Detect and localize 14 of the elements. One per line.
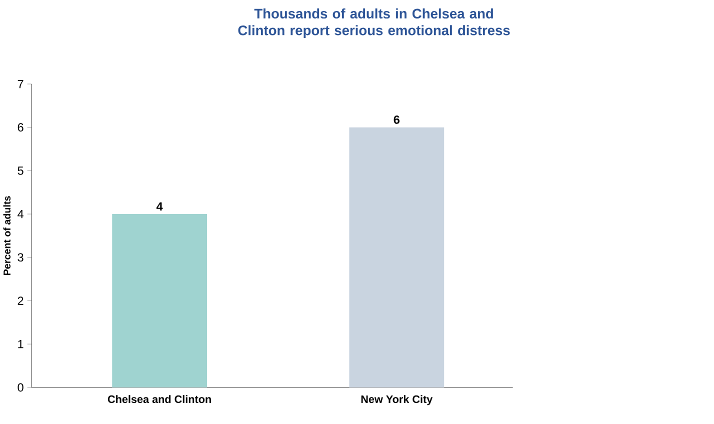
y-tick-label: 7 [18, 80, 24, 88]
y-tick-label: 0 [18, 383, 24, 392]
y-tick-label: 5 [18, 166, 24, 175]
y-axis-title: Percent of adults [3, 196, 11, 275]
y-tick-label: 1 [18, 340, 24, 348]
x-tick-label: Chelsea and Clinton [108, 395, 211, 404]
chart-title: Thousands of adults in Chelsea and Clinton report serious emotional distress [238, 8, 510, 38]
y-tick-label: 6 [18, 123, 24, 132]
x-tick-label: New York City [361, 395, 433, 406]
y-tick-label: 4 [18, 210, 24, 218]
y-tick-label: 3 [18, 253, 24, 262]
data-label: 6 [394, 116, 400, 124]
y-tick-label: 2 [18, 296, 24, 305]
data-label: 4 [156, 202, 163, 211]
